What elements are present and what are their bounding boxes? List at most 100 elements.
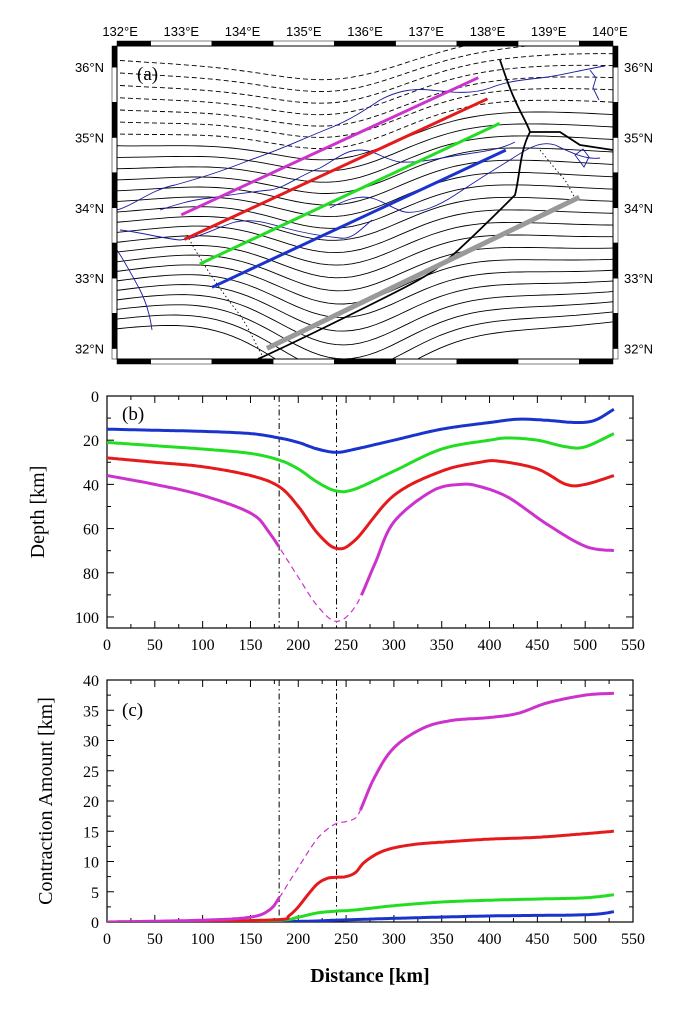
- lat-tick-label-right: 34°N: [624, 201, 653, 216]
- y-tick-label: 5: [91, 885, 99, 902]
- series-line-blue: [107, 408, 615, 454]
- x-tick-label: 500: [573, 637, 597, 654]
- contour-line: [117, 301, 613, 359]
- series-line-red: [107, 456, 615, 551]
- y-tick-label: 10: [83, 855, 99, 872]
- contour-line: [117, 246, 613, 292]
- x-tick-label: 550: [621, 637, 645, 654]
- lon-tick-label: 135°E: [286, 24, 322, 39]
- frame-bar-bottom: [456, 358, 519, 365]
- frame-bar-bottom: [579, 358, 614, 365]
- x-tick-label: 350: [430, 931, 454, 948]
- kyushu-coast: [117, 249, 153, 331]
- frame-bar-bottom: [272, 358, 335, 365]
- series-line-green: [107, 432, 615, 494]
- x-tick-label: 400: [478, 931, 502, 948]
- x-tick-label: 0: [103, 931, 111, 948]
- map-content: [117, 46, 613, 359]
- lat-tick-label-left: 32°N: [75, 341, 104, 356]
- lon-tick-label: 140°E: [592, 24, 628, 39]
- frame-bar-bottom: [211, 358, 274, 365]
- map-frame: [111, 40, 619, 365]
- x-tick-label: 50: [147, 637, 163, 654]
- depth-series: [107, 396, 615, 628]
- depth-ylabel: Depth [km]: [27, 466, 49, 559]
- frame-bar-top: [395, 40, 458, 47]
- coastline: [117, 65, 606, 331]
- x-tick-label: 350: [430, 637, 454, 654]
- x-tick-label: 550: [621, 931, 645, 948]
- contour-line: [117, 234, 613, 279]
- y-tick-label: 15: [83, 824, 99, 841]
- x-tick-label: 400: [478, 637, 502, 654]
- frame-bar-bottom: [395, 358, 458, 365]
- contour-line: [117, 209, 613, 254]
- frame-bar-right: [612, 66, 619, 103]
- frame-bar-bottom: [334, 358, 396, 365]
- profile-line-green: [199, 122, 501, 266]
- frame-bar-left: [111, 137, 118, 173]
- contraction-ylabel: Contraction Amount [km]: [35, 697, 57, 905]
- y-tick-label: 100: [75, 610, 99, 627]
- frame-bar-right: [612, 102, 619, 138]
- x-tick-label: 300: [382, 931, 406, 948]
- kanto-coast: [589, 69, 600, 101]
- inland-sea-coast: [159, 141, 516, 211]
- lat-tick-label-right: 36°N: [624, 60, 653, 75]
- frame-bar-right: [612, 172, 619, 209]
- x-tick-label: 500: [573, 931, 597, 948]
- lat-tick-label-left: 35°N: [75, 130, 104, 145]
- contour-line: [117, 53, 613, 104]
- x-tick-label: 50: [147, 931, 163, 948]
- frame-bar-right: [612, 348, 619, 360]
- x-tick-label: 450: [525, 931, 549, 948]
- panel-label-b: (b): [122, 404, 144, 425]
- series-line-purple-dashed: [280, 549, 361, 623]
- y-tick-label: 0: [91, 915, 99, 932]
- x-tick-label: 150: [238, 931, 262, 948]
- lon-tick-label: 132°E: [102, 24, 138, 39]
- shikoku-south-coast: [119, 219, 373, 241]
- series-line-purple-dashed: [278, 809, 361, 899]
- frame-bar-top: [456, 40, 519, 47]
- y-tick-label: 35: [83, 703, 99, 720]
- distance-xlabel: Distance [km]: [310, 965, 429, 987]
- y-tick-label: 40: [83, 673, 99, 690]
- x-tick-label: 0: [103, 637, 111, 654]
- contour-line: [117, 321, 613, 359]
- frame-bar-left: [111, 172, 118, 209]
- profile-lines: [180, 76, 581, 351]
- x-tick-label: 100: [191, 637, 215, 654]
- dotted-boundary-west: [186, 234, 263, 356]
- frame-bar-right: [612, 277, 619, 314]
- frame-bar-left: [111, 207, 118, 244]
- contraction-plot-frame: [106, 679, 634, 923]
- frame-bar-left: [111, 277, 118, 314]
- contour-line: [117, 159, 613, 206]
- profile-line-blue: [211, 148, 507, 289]
- contour-line: [117, 135, 613, 183]
- itoigawa-line: [499, 59, 531, 133]
- contour-line: [117, 99, 613, 150]
- lon-tick-label: 133°E: [164, 24, 200, 39]
- frame-bar-top: [272, 40, 335, 47]
- frame-bar-bottom: [150, 358, 213, 365]
- contour-line: [117, 88, 613, 138]
- frame-bar-left: [111, 45, 118, 68]
- frame-bar-top: [211, 40, 274, 47]
- series-line-purple: [107, 897, 281, 922]
- frame-bar-top: [116, 40, 151, 47]
- lat-tick-label-left: 36°N: [75, 60, 104, 75]
- lon-tick-label: 137°E: [408, 24, 444, 39]
- x-tick-label: 150: [238, 637, 262, 654]
- izu-island: [574, 148, 590, 168]
- profile-line-red: [183, 97, 489, 241]
- contour-line: [117, 172, 613, 218]
- contour-line: [117, 311, 613, 359]
- frame-bar-bottom: [517, 358, 580, 365]
- series-line-blue: [107, 910, 615, 922]
- lat-tick-label-left: 33°N: [75, 271, 104, 286]
- frame-bar-right: [612, 207, 619, 244]
- y-tick-label: 25: [83, 764, 99, 781]
- contour-line: [117, 123, 613, 172]
